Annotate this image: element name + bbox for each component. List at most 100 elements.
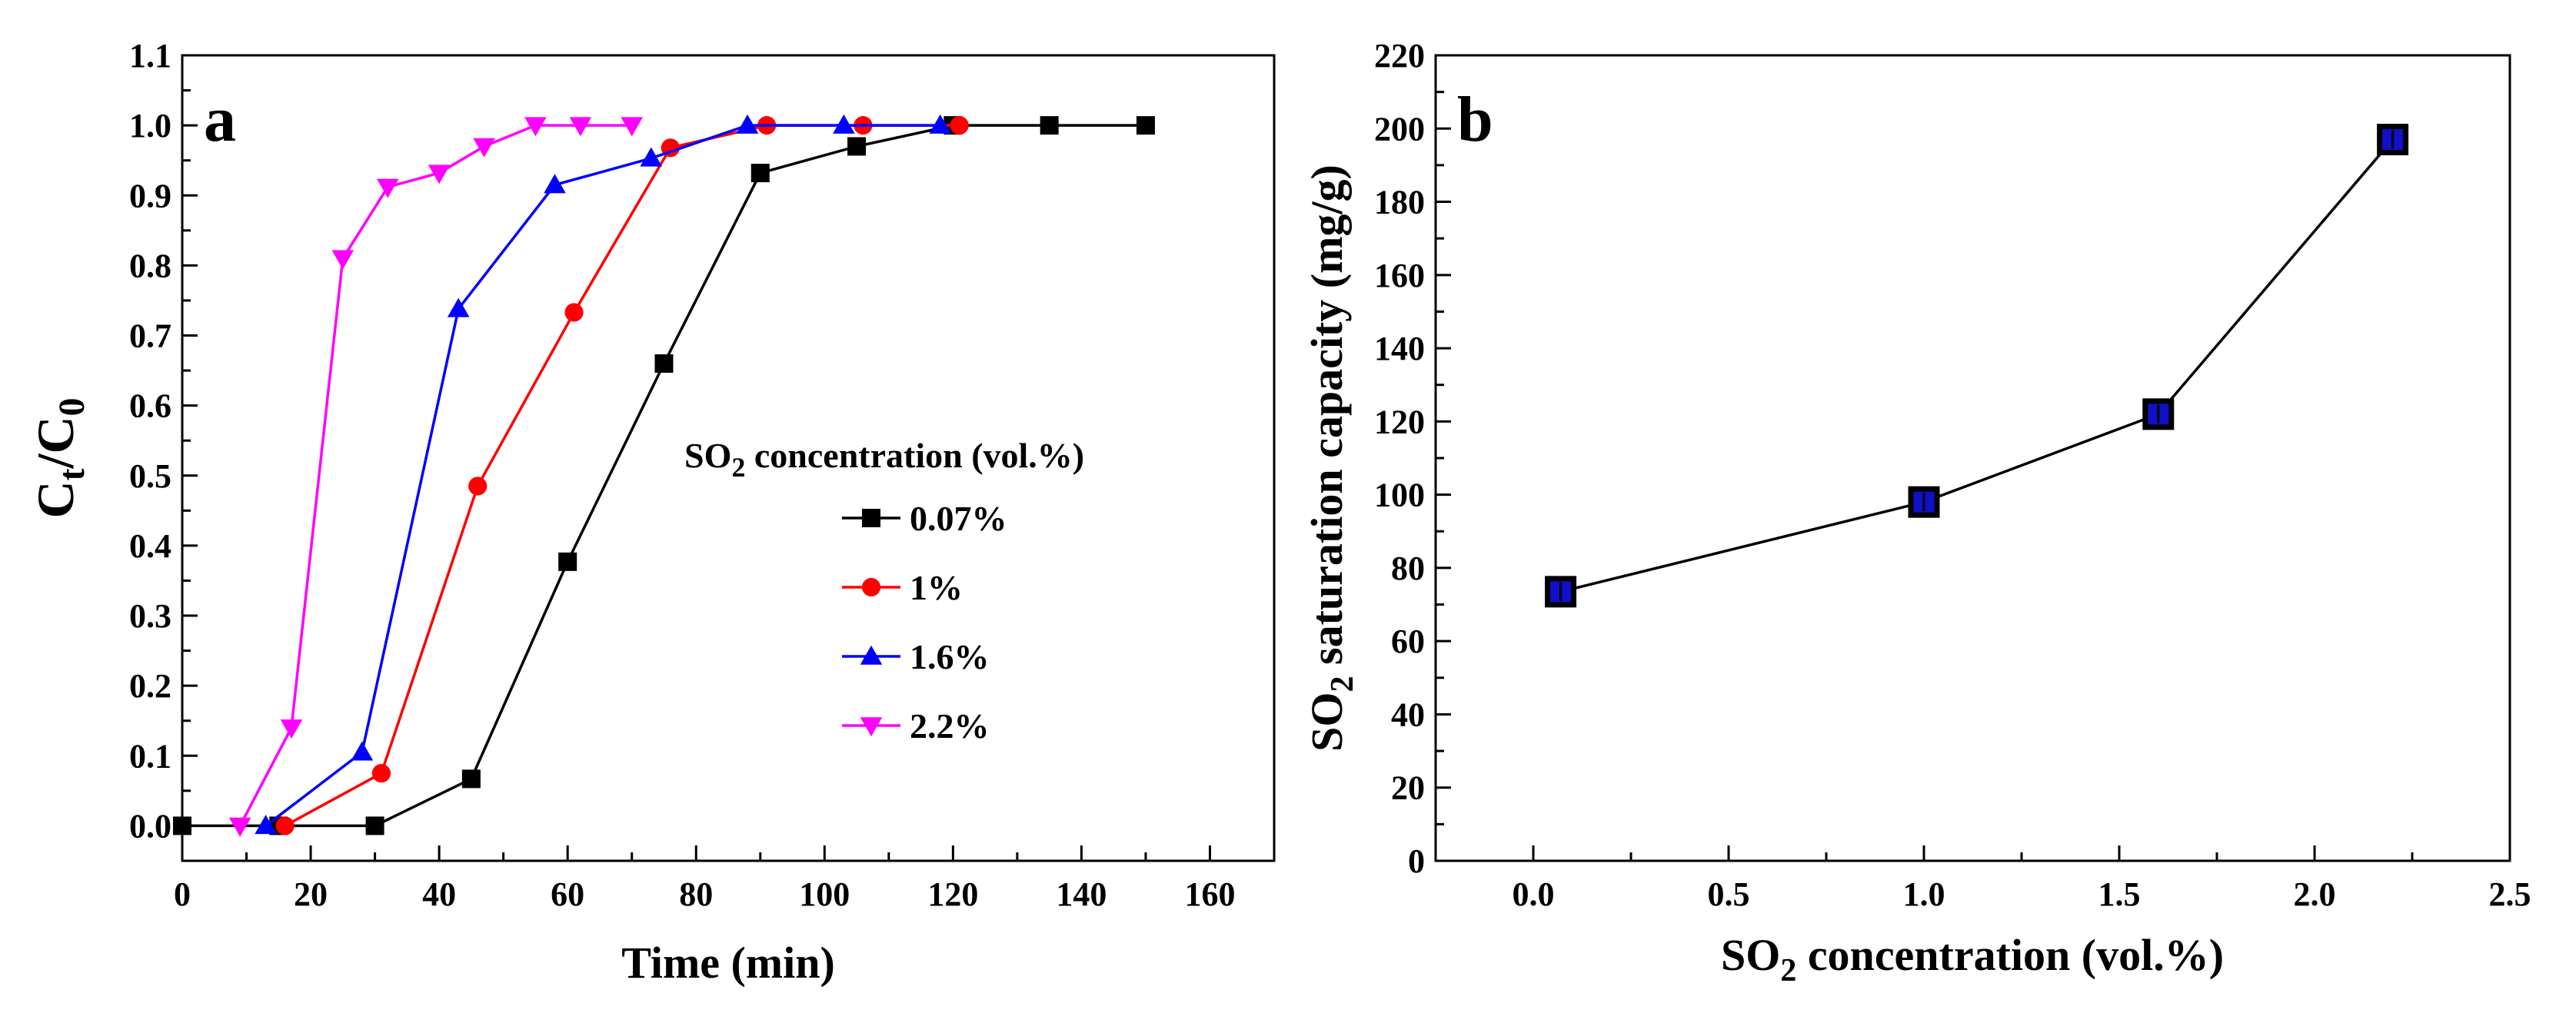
- y-tick-label: 160: [1374, 257, 1425, 294]
- x-tick-label: 80: [679, 875, 713, 913]
- data-point-1.6%: [736, 114, 759, 134]
- chart-panel-a: 0.00.10.20.30.40.50.60.70.80.91.01.1 0 20…: [26, 37, 1276, 988]
- panel-a-series: [173, 114, 1155, 837]
- y-tick-label: 180: [1374, 184, 1425, 221]
- data-point-2.2%: [280, 719, 303, 739]
- y-tick-label: 120: [1374, 403, 1425, 440]
- data-point-1.6%: [929, 114, 951, 134]
- panel-b-ylabel-sub: 2: [1325, 676, 1360, 692]
- data-point-0.07%: [365, 816, 384, 835]
- data-point-2.2%: [524, 117, 547, 137]
- panel-b-letter: b: [1457, 84, 1493, 155]
- data-point-2.2%: [228, 817, 251, 837]
- y-tick-label: 40: [1391, 696, 1425, 733]
- y-tick-label: 200: [1374, 110, 1425, 148]
- panel-b-ylabel-suffix: saturation capacity (mg/g): [1302, 164, 1352, 676]
- legend-marker-1.6%: [860, 645, 883, 665]
- panel-b-series: [1545, 124, 2409, 608]
- panel-a-y-ticks: 0.0 0.1 0.2 0.3 0.4 0.5 0.6 0.7 0.8 0.9 1.0 1.1: [129, 37, 198, 845]
- x-tick-label: 60: [551, 875, 584, 913]
- y-tick-label: 60: [1391, 623, 1425, 660]
- legend-title: SO2 concentration (vol.%): [684, 436, 1084, 483]
- legend-title-sub: 2: [731, 452, 745, 483]
- legend-items: 0.07% 1% 1.6% 2.2%: [842, 499, 1007, 746]
- y-tick-label: 0.2: [129, 667, 171, 705]
- y-tick-label: 1.0: [129, 107, 171, 144]
- panel-b-y-ticks: 0 20 40 60 80 100 120 140 160 180 200 220: [1374, 37, 1451, 880]
- panel-a-y-axis-title: Ct/C0: [26, 397, 92, 518]
- data-point-0.07%: [461, 769, 481, 789]
- data-point-2.2%: [428, 164, 451, 184]
- panel-a-letter: a: [204, 84, 236, 155]
- x-tick-label: 1.0: [1903, 875, 1945, 913]
- y-tick-label: 1.1: [129, 37, 171, 75]
- data-point-0.07%: [1040, 116, 1059, 135]
- y-tick-label: 0.4: [129, 527, 171, 565]
- data-point-2.2%: [473, 138, 495, 158]
- data-point-0.07%: [1136, 116, 1155, 135]
- panel-a-ylabel-mid: /C: [26, 416, 85, 469]
- panel-a-ylabel-sub1: t: [52, 468, 92, 480]
- y-tick-label: 0.7: [129, 317, 171, 355]
- panel-b-x-ticks: 0.0 0.5 1.0 1.5 2.0 2.5: [1513, 845, 2531, 913]
- panel-b-xlabel-sub: 2: [1780, 953, 1796, 988]
- data-point-1%: [468, 477, 488, 496]
- series-line-1%: [284, 124, 960, 827]
- y-tick-label: 0.8: [129, 247, 171, 284]
- x-tick-label: 2.5: [2489, 875, 2531, 913]
- panel-a-x-axis-title: Time (min): [621, 938, 835, 988]
- x-tick-label: 40: [422, 875, 456, 913]
- x-tick-label: 160: [1184, 875, 1235, 913]
- y-tick-label: 0.0: [129, 807, 171, 845]
- data-point-1%: [275, 816, 295, 835]
- y-tick-label: 80: [1391, 550, 1425, 587]
- data-point-1.6%: [255, 815, 277, 835]
- legend-label-1.6%: 1.6%: [910, 637, 990, 676]
- x-tick-label: 140: [1056, 875, 1107, 913]
- legend-label-1%: 1%: [910, 568, 963, 607]
- y-tick-label: 0.5: [129, 457, 171, 495]
- panel-a-x-ticks: 0 20 40 60 80 100 120 140 160: [174, 845, 1235, 913]
- data-point-2.2%: [621, 117, 644, 137]
- legend-title-suffix: concentration (vol.%): [745, 436, 1084, 475]
- x-tick-label: 0: [174, 875, 191, 913]
- x-tick-label: 1.5: [2098, 875, 2141, 913]
- y-tick-label: 0.1: [129, 737, 171, 775]
- panel-b-ylabel-prefix: SO: [1302, 692, 1352, 751]
- data-point-1.6%: [640, 147, 663, 167]
- x-tick-label: 0.0: [1513, 875, 1555, 913]
- panel-a-ylabel-sub2: 0: [52, 397, 92, 416]
- y-tick-label: 0.6: [129, 387, 171, 425]
- panel-a-plot-frame: [181, 54, 1276, 862]
- chart-panel-b: 0 20 40 60 80 100 120 140 160 180 200 220 0.0 0.5 1.0…: [1302, 37, 2531, 988]
- data-point-1.6%: [447, 297, 470, 317]
- x-tick-label: 20: [294, 875, 328, 913]
- data-point-1%: [950, 116, 969, 135]
- data-point-0.07%: [654, 354, 674, 373]
- y-tick-label: 20: [1391, 769, 1425, 807]
- data-point-1%: [371, 763, 391, 783]
- series-line-0.07%: [182, 124, 1146, 828]
- panel-b-xlabel-suffix: concentration (vol.%): [1796, 930, 2224, 980]
- series-line-1.6%: [265, 124, 940, 827]
- y-tick-label: 100: [1374, 477, 1425, 514]
- panel-a-ylabel-main: C: [26, 480, 85, 518]
- data-point-1.6%: [351, 741, 374, 761]
- x-tick-label: 100: [799, 875, 850, 913]
- data-point-1.6%: [544, 174, 566, 194]
- data-point-0.07%: [558, 552, 577, 571]
- y-tick-label: 140: [1374, 330, 1425, 367]
- data-point-1.6%: [833, 114, 855, 134]
- data-point-1%: [564, 303, 584, 322]
- y-tick-label: 0: [1408, 842, 1425, 880]
- panel-b-xlabel-prefix: SO: [1721, 930, 1780, 980]
- data-point-2.2%: [569, 117, 592, 137]
- data-point-0.07%: [847, 137, 867, 156]
- data-point-2.2%: [331, 250, 354, 270]
- legend-label-2.2%: 2.2%: [910, 706, 990, 746]
- x-tick-label: 120: [927, 875, 978, 913]
- y-tick-label: 0.3: [129, 597, 171, 635]
- y-tick-label: 0.9: [129, 177, 171, 214]
- legend-marker-2.2%: [860, 717, 883, 737]
- x-tick-label: 0.5: [1708, 875, 1750, 913]
